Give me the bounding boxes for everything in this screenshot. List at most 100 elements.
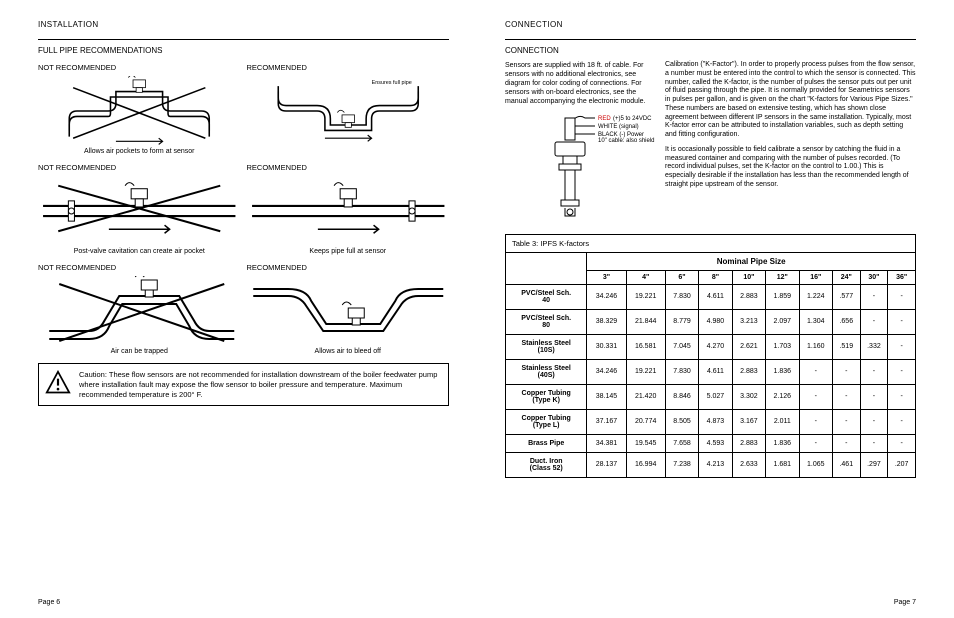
col-rec-3: RECOMMENDED Allows air to bleed off (247, 263, 450, 355)
row-label: Stainless Steel(40S) (506, 359, 587, 384)
conn-left: Sensors are supplied with 18 ft. of cabl… (505, 61, 655, 226)
cell: 34.246 (587, 284, 626, 309)
cell: 2.097 (766, 309, 799, 334)
col-notrec-3: NOT RECOMMENDED Air can be trapped (38, 263, 241, 355)
svg-text:(+)5 to 24VDC: (+)5 to 24VDC (613, 116, 652, 122)
row-label: PVC/Steel Sch.40 (506, 284, 587, 309)
cell: 20.774 (626, 409, 665, 434)
cell: - (860, 434, 888, 452)
cell: - (860, 284, 888, 309)
cell: 4.611 (699, 359, 732, 384)
cell: 1.859 (766, 284, 799, 309)
warning-icon (45, 370, 71, 396)
cell: 3.213 (732, 309, 765, 334)
col-h: 24" (832, 270, 860, 284)
cap: Post-valve cavitation can create air poc… (38, 248, 241, 255)
cell: - (888, 309, 916, 334)
col-rec-2: RECOMMENDED Keeps pipe full at sensor (247, 163, 450, 255)
cell: 1.224 (799, 284, 832, 309)
row-label: Duct. Iron(Class 52) (506, 452, 587, 477)
rule (505, 39, 916, 40)
cell: - (860, 409, 888, 434)
cell: 16.994 (626, 452, 665, 477)
svg-text:10" cable: also shield: 10" cable: also shield (598, 138, 655, 144)
row-label: Brass Pipe (506, 434, 587, 452)
cell: 19.545 (626, 434, 665, 452)
cap: Air can be trapped (38, 348, 241, 355)
col-h: 10" (732, 270, 765, 284)
pair-1: NOT RECOMMENDED Allows air pockets to fo… (38, 63, 449, 155)
pair-3: NOT RECOMMENDED Air can be trapped RECO (38, 263, 449, 355)
cell: 2.126 (766, 384, 799, 409)
cell: 1.160 (799, 334, 832, 359)
cell: 8.779 (665, 309, 698, 334)
cell: - (888, 384, 916, 409)
cell: 2.883 (732, 434, 765, 452)
cap: Allows air pockets to form at sensor (38, 148, 241, 155)
cell: 21.420 (626, 384, 665, 409)
left-header: INSTALLATION (38, 20, 449, 29)
cell: - (832, 409, 860, 434)
diagram-rec-3 (247, 276, 450, 346)
col-h: 3" (587, 270, 626, 284)
col-h: 8" (699, 270, 732, 284)
cell: 1.836 (766, 434, 799, 452)
cell: 1.836 (766, 359, 799, 384)
cell: - (888, 334, 916, 359)
left-subheader: FULL PIPE RECOMMENDATIONS (38, 46, 449, 55)
diagram-notrec-2 (38, 176, 241, 246)
cell: 4.873 (699, 409, 732, 434)
table-title: Table 3: IPFS K-factors (506, 234, 916, 252)
cell: - (860, 359, 888, 384)
intro: Sensors are supplied with 18 ft. of cabl… (505, 61, 655, 106)
col-h: 12" (766, 270, 799, 284)
cell: 1.304 (799, 309, 832, 334)
col-notrec-1: NOT RECOMMENDED Allows air pockets to fo… (38, 63, 241, 155)
title: RECOMMENDED (247, 163, 450, 172)
cell: 4.213 (699, 452, 732, 477)
cell: 7.830 (665, 359, 698, 384)
row-label: Copper Tubing(Type L) (506, 409, 587, 434)
cell: 2.011 (766, 409, 799, 434)
cell: 2.883 (732, 284, 765, 309)
cell: 30.331 (587, 334, 626, 359)
right-top: Sensors are supplied with 18 ft. of cabl… (505, 61, 916, 226)
cell: 4.611 (699, 284, 732, 309)
sensor-diagram: RED(+)5 to 24VDC WHITE (signal) BLACK (-… (505, 112, 655, 222)
para1: Calibration ("K-Factor"). In order to pr… (665, 61, 916, 140)
cell: - (832, 384, 860, 409)
cell: - (888, 359, 916, 384)
cell: - (799, 409, 832, 434)
col-h: 6" (665, 270, 698, 284)
col-h: 30" (860, 270, 888, 284)
diagram-notrec-1 (38, 76, 241, 146)
right-header: CONNECTION (505, 20, 916, 29)
cell: - (860, 309, 888, 334)
page-left: INSTALLATION FULL PIPE RECOMMENDATIONS N… (0, 0, 477, 618)
row-label: PVC/Steel Sch.80 (506, 309, 587, 334)
cell: 21.844 (626, 309, 665, 334)
cell: 7.658 (665, 434, 698, 452)
cell: - (888, 434, 916, 452)
rule (38, 39, 449, 40)
cell: .461 (832, 452, 860, 477)
cell: 4.980 (699, 309, 732, 334)
col-h: 16" (799, 270, 832, 284)
cell: 1.703 (766, 334, 799, 359)
cell: 2.621 (732, 334, 765, 359)
kfactor-table: Table 3: IPFS K-factors Nominal Pipe Siz… (505, 234, 916, 478)
svg-text:RED: RED (598, 116, 611, 122)
cell: 7.045 (665, 334, 698, 359)
cell: 37.167 (587, 409, 626, 434)
diagram-rec-1: Ensures full pipe (247, 76, 450, 146)
cell: 4.593 (699, 434, 732, 452)
cell: 28.137 (587, 452, 626, 477)
row-label: Stainless Steel(10S) (506, 334, 587, 359)
svg-text:WHITE (signal): WHITE (signal) (598, 124, 639, 130)
title: RECOMMENDED (247, 63, 450, 72)
conn-right: Calibration ("K-Factor"). In order to pr… (665, 61, 916, 226)
cell: - (888, 284, 916, 309)
cap: Allows air to bleed off (247, 348, 450, 355)
page-num-left: Page 6 (38, 599, 60, 606)
cell: 34.246 (587, 359, 626, 384)
